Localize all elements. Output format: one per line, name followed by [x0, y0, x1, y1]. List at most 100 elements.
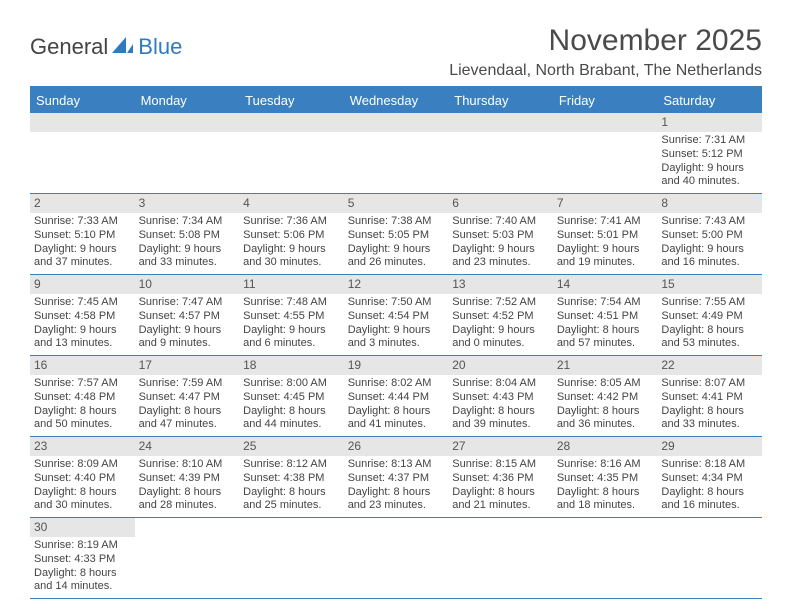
day-dl2: and 26 minutes.: [348, 256, 445, 270]
day-sunrise: Sunrise: 7:48 AM: [243, 296, 340, 310]
day-number-empty: [553, 113, 658, 132]
day-dl1: Daylight: 8 hours: [348, 405, 445, 419]
day-sunrise: Sunrise: 7:33 AM: [34, 215, 131, 229]
day-dl1: Daylight: 9 hours: [661, 162, 758, 176]
day-dl1: Daylight: 9 hours: [348, 243, 445, 257]
calendar-day-cell: 8 Sunrise: 7:43 AMSunset: 5:00 PMDaylight…: [657, 194, 762, 275]
day-sunrise: Sunrise: 8:09 AM: [34, 458, 131, 472]
day-dl1: Daylight: 8 hours: [557, 486, 654, 500]
day-sunrise: Sunrise: 7:57 AM: [34, 377, 131, 391]
day-dl2: and 21 minutes.: [452, 499, 549, 513]
day-info: Sunrise: 8:00 AMSunset: 4:45 PMDaylight:…: [243, 377, 340, 432]
day-info: Sunrise: 8:10 AMSunset: 4:39 PMDaylight:…: [139, 458, 236, 513]
day-header: Monday: [135, 88, 240, 113]
day-number: 22: [657, 356, 762, 375]
calendar-week-row: 9Sunrise: 7:45 AMSunset: 4:58 PMDaylight…: [30, 275, 762, 356]
day-number: 16: [30, 356, 135, 375]
calendar-day-cell: 24Sunrise: 8:10 AMSunset: 4:39 PMDayligh…: [135, 437, 240, 518]
day-number: 23: [30, 437, 135, 456]
day-dl1: Daylight: 8 hours: [34, 405, 131, 419]
day-sunset: Sunset: 5:05 PM: [348, 229, 445, 243]
day-info: Sunrise: 8:05 AMSunset: 4:42 PMDaylight:…: [557, 377, 654, 432]
day-dl2: and 47 minutes.: [139, 418, 236, 432]
day-info-empty: [348, 134, 445, 180]
day-sunrise: Sunrise: 7:31 AM: [661, 134, 758, 148]
day-info: Sunrise: 8:09 AMSunset: 4:40 PMDaylight:…: [34, 458, 131, 513]
day-dl2: and 30 minutes.: [243, 256, 340, 270]
day-header-row: Sunday Monday Tuesday Wednesday Thursday…: [30, 88, 762, 113]
day-sunrise: Sunrise: 8:13 AM: [348, 458, 445, 472]
calendar-day-cell: 14Sunrise: 7:54 AMSunset: 4:51 PMDayligh…: [553, 275, 658, 356]
day-info: Sunrise: 8:12 AMSunset: 4:38 PMDaylight:…: [243, 458, 340, 513]
day-sunrise: Sunrise: 8:00 AM: [243, 377, 340, 391]
calendar-day-cell: [657, 518, 762, 599]
day-dl2: and 36 minutes.: [557, 418, 654, 432]
day-dl2: and 14 minutes.: [34, 580, 131, 594]
day-dl1: Daylight: 8 hours: [139, 486, 236, 500]
calendar-day-cell: 20Sunrise: 8:04 AMSunset: 4:43 PMDayligh…: [448, 356, 553, 437]
day-sunrise: Sunrise: 7:41 AM: [557, 215, 654, 229]
day-dl1: Daylight: 8 hours: [452, 486, 549, 500]
sail-icon: [112, 35, 134, 60]
day-sunrise: Sunrise: 7:43 AM: [661, 215, 758, 229]
day-number: 15: [657, 275, 762, 294]
title-block: November 2025 Lievendaal, North Brabant,…: [449, 24, 762, 80]
day-sunrise: Sunrise: 7:34 AM: [139, 215, 236, 229]
calendar-day-cell: [553, 518, 658, 599]
calendar-day-cell: 10Sunrise: 7:47 AMSunset: 4:57 PMDayligh…: [135, 275, 240, 356]
day-sunset: Sunset: 5:12 PM: [661, 148, 758, 162]
day-dl1: Daylight: 8 hours: [34, 486, 131, 500]
day-number-empty: [135, 113, 240, 132]
day-dl1: Daylight: 9 hours: [661, 243, 758, 257]
calendar-day-cell: 2Sunrise: 7:33 AMSunset: 5:10 PMDaylight…: [30, 194, 135, 275]
calendar-day-cell: [553, 113, 658, 194]
day-sunrise: Sunrise: 7:38 AM: [348, 215, 445, 229]
day-sunset: Sunset: 5:10 PM: [34, 229, 131, 243]
day-info: Sunrise: 7:48 AMSunset: 4:55 PMDaylight:…: [243, 296, 340, 351]
day-number: 12: [344, 275, 449, 294]
day-dl2: and 13 minutes.: [34, 337, 131, 351]
day-info: Sunrise: 7:41 AMSunset: 5:01 PMDaylight:…: [557, 215, 654, 270]
day-sunrise: Sunrise: 8:10 AM: [139, 458, 236, 472]
day-info: Sunrise: 8:02 AMSunset: 4:44 PMDaylight:…: [348, 377, 445, 432]
calendar-day-cell: 4Sunrise: 7:36 AMSunset: 5:06 PMDaylight…: [239, 194, 344, 275]
calendar-day-cell: 5Sunrise: 7:38 AMSunset: 5:05 PMDaylight…: [344, 194, 449, 275]
day-number: 8: [657, 194, 762, 213]
day-number-empty: [344, 113, 449, 132]
day-sunset: Sunset: 4:41 PM: [661, 391, 758, 405]
day-header: Tuesday: [239, 88, 344, 113]
day-number: 21: [553, 356, 658, 375]
day-sunrise: Sunrise: 8:18 AM: [661, 458, 758, 472]
day-info: Sunrise: 7:57 AMSunset: 4:48 PMDaylight:…: [34, 377, 131, 432]
day-number: 26: [344, 437, 449, 456]
day-number: 3: [135, 194, 240, 213]
day-sunset: Sunset: 4:49 PM: [661, 310, 758, 324]
day-dl1: Daylight: 8 hours: [661, 324, 758, 338]
day-dl2: and 0 minutes.: [452, 337, 549, 351]
day-sunrise: Sunrise: 7:52 AM: [452, 296, 549, 310]
day-sunset: Sunset: 5:00 PM: [661, 229, 758, 243]
day-sunset: Sunset: 4:45 PM: [243, 391, 340, 405]
day-sunset: Sunset: 4:39 PM: [139, 472, 236, 486]
calendar-day-cell: 7Sunrise: 7:41 AMSunset: 5:01 PMDaylight…: [553, 194, 658, 275]
calendar-day-cell: 3 Sunrise: 7:34 AMSunset: 5:08 PMDaylight…: [135, 194, 240, 275]
day-sunrise: Sunrise: 8:02 AM: [348, 377, 445, 391]
day-sunset: Sunset: 4:34 PM: [661, 472, 758, 486]
calendar-day-cell: 6Sunrise: 7:40 AMSunset: 5:03 PMDaylight…: [448, 194, 553, 275]
day-number-empty: [448, 113, 553, 132]
calendar-week-row: 16 Sunrise: 7:57 AMSunset: 4:48 PMDayligh…: [30, 356, 762, 437]
day-sunrise: Sunrise: 8:12 AM: [243, 458, 340, 472]
day-info: Sunrise: 7:34 AMSunset: 5:08 PMDaylight:…: [139, 215, 236, 270]
calendar-day-cell: [30, 113, 135, 194]
day-header: Thursday: [448, 88, 553, 113]
calendar-day-cell: 28Sunrise: 8:16 AMSunset: 4:35 PMDayligh…: [553, 437, 658, 518]
day-sunset: Sunset: 5:08 PM: [139, 229, 236, 243]
calendar-day-cell: 16 Sunrise: 7:57 AMSunset: 4:48 PMDayligh…: [30, 356, 135, 437]
day-dl2: and 16 minutes.: [661, 499, 758, 513]
calendar-day-cell: 26Sunrise: 8:13 AMSunset: 4:37 PMDayligh…: [344, 437, 449, 518]
day-dl1: Daylight: 9 hours: [557, 243, 654, 257]
day-sunset: Sunset: 4:36 PM: [452, 472, 549, 486]
day-info: Sunrise: 7:43 AMSunset: 5:00 PMDaylight:…: [661, 215, 758, 270]
day-info: Sunrise: 7:45 AMSunset: 4:58 PMDaylight:…: [34, 296, 131, 351]
day-number: 1: [657, 113, 762, 132]
